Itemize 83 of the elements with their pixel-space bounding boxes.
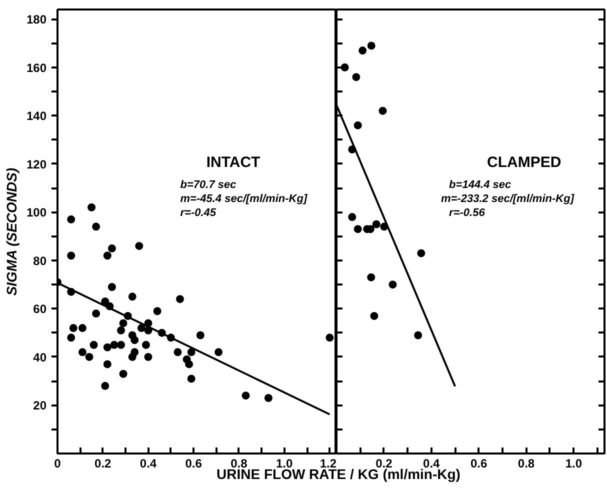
y-tick-label: 60: [33, 302, 47, 316]
point: [352, 73, 360, 82]
x-tick-label: 0.4: [423, 456, 440, 470]
point: [354, 225, 362, 234]
point: [92, 310, 100, 318]
point: [388, 280, 397, 289]
x-tick-label: 0.4: [140, 456, 157, 470]
point: [117, 340, 126, 349]
y-tick-label: 100: [26, 206, 47, 220]
y-axis-title: SIGMA (SECONDS): [3, 168, 20, 296]
annotation: INTACT: [206, 154, 260, 172]
point: [117, 326, 126, 334]
point: [174, 348, 182, 356]
point: [78, 324, 86, 332]
point: [214, 348, 223, 356]
point: [88, 203, 96, 212]
x-tick-label: 0.8: [518, 456, 535, 470]
y-tick-label: 160: [26, 60, 47, 75]
point: [85, 352, 94, 361]
point: [103, 343, 112, 352]
x-tick-label: 1.2: [320, 456, 337, 470]
point: [78, 348, 86, 356]
y-tick-label: 140: [26, 109, 47, 124]
point: [367, 42, 376, 50]
point: [372, 220, 380, 228]
y-tick-label: 40: [33, 350, 47, 364]
point: [358, 46, 367, 55]
point: [67, 215, 76, 224]
point: [142, 340, 150, 349]
point: [119, 319, 128, 328]
point: [242, 392, 250, 400]
annotation: r=-0.56: [449, 206, 486, 219]
y-tick-label: 80: [33, 254, 47, 268]
point: [108, 244, 116, 252]
point: [187, 348, 196, 356]
point: [108, 283, 116, 291]
x-tick-label: 0.8: [230, 456, 248, 470]
annotation: b=70.7 sec: [180, 178, 236, 191]
x-tick-label: 0: [54, 456, 62, 470]
point: [69, 324, 78, 332]
annotation: b=144.4 sec: [449, 178, 512, 191]
point: [176, 295, 184, 304]
annotation: CLAMPED: [487, 154, 562, 172]
point: [92, 222, 100, 231]
x-tick-label: 0.6: [185, 456, 202, 470]
point: [103, 360, 112, 368]
point: [378, 106, 387, 115]
point: [137, 324, 146, 332]
y-tick-label: 120: [26, 157, 47, 172]
point: [414, 331, 422, 340]
point: [348, 213, 356, 222]
annotation: m=-233.2 sec/[ml/min-Kg]: [441, 193, 574, 206]
point: [367, 273, 376, 282]
point: [187, 374, 196, 383]
point: [110, 340, 118, 349]
point: [130, 336, 139, 344]
point: [90, 340, 98, 349]
point: [101, 382, 110, 390]
point: [135, 242, 144, 250]
point: [153, 307, 162, 316]
point: [370, 312, 378, 320]
x-tick-label: 0.2: [94, 456, 112, 470]
x-tick-label: 1.0: [565, 456, 582, 470]
y-tick-label: 20: [33, 398, 47, 413]
point: [128, 352, 136, 361]
point: [128, 292, 136, 301]
annotation: r=-0.45: [180, 206, 217, 219]
point: [340, 63, 349, 72]
x-tick-label: 1.0: [276, 456, 293, 470]
point: [185, 360, 194, 368]
point: [196, 331, 204, 340]
point: [417, 249, 426, 258]
point: [354, 121, 362, 130]
point: [103, 252, 112, 260]
point: [326, 334, 334, 342]
point: [144, 352, 152, 361]
y-tick-label: 180: [26, 12, 47, 27]
point: [264, 394, 272, 402]
annotation: m=-45.4 sec/[ml/min-Kg]: [180, 193, 308, 206]
point: [119, 370, 128, 378]
x-tick-label: 0.6: [470, 456, 488, 470]
point: [67, 252, 76, 260]
point: [67, 334, 76, 342]
